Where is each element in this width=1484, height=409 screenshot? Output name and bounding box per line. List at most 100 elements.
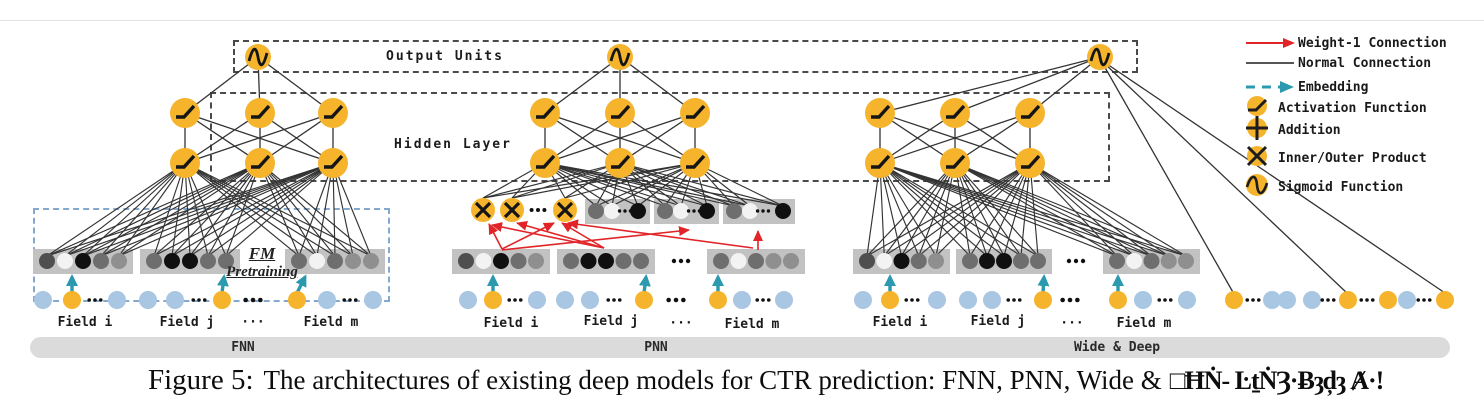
product-glyph <box>474 201 492 219</box>
input-feature-dot <box>1225 291 1243 309</box>
embedding-connection <box>1029 162 1187 257</box>
weight1-connection <box>501 226 690 251</box>
output-connection <box>257 56 334 114</box>
embedding-dot <box>475 253 492 269</box>
embedding-connection <box>954 162 1135 257</box>
activation-glyph <box>536 154 556 169</box>
weight1-connection <box>491 222 605 249</box>
activation-function-node <box>245 98 275 128</box>
embedding-connection <box>100 162 186 257</box>
embedding-connection <box>184 162 300 257</box>
activation-glyph <box>536 104 556 119</box>
embedding-arrow <box>216 274 229 294</box>
output-units-label: Output Units <box>386 49 504 64</box>
input-ellipsis <box>1157 298 1162 302</box>
input-ellipsis <box>1012 298 1016 302</box>
embedding-dot <box>1030 253 1046 269</box>
hidden-connection <box>544 112 621 164</box>
input-ellipsis <box>518 298 523 302</box>
bar-dot <box>726 203 742 219</box>
embedding-dot <box>309 253 325 269</box>
wd-field-m-label: Field m <box>1116 316 1172 331</box>
embedding-dot <box>713 253 729 269</box>
input-ellipsis <box>197 298 201 302</box>
activation-function-node <box>940 148 970 178</box>
embedding-dot <box>39 253 55 269</box>
embedding-connection <box>954 162 971 257</box>
bar-dot <box>588 203 604 219</box>
bar-ellipsis <box>617 209 622 213</box>
input-ellipsis <box>1163 298 1167 302</box>
input-feature-dot <box>1379 291 1397 309</box>
legend-label: Normal Connection <box>1298 55 1432 71</box>
embedding-connection <box>879 162 1005 257</box>
embedding-arrow <box>1037 274 1050 294</box>
bar-dot <box>673 203 689 219</box>
activation-function-node-icon <box>1244 93 1270 123</box>
embedding-connection <box>935 162 956 257</box>
activation-function-node <box>680 98 710 128</box>
architecture-diagram <box>33 44 1454 309</box>
legend-item-product: Inner/Outer Product <box>1244 145 1427 171</box>
input-feature-dot <box>709 291 727 309</box>
embedding-connection <box>482 162 696 199</box>
embedding-connection <box>118 162 334 257</box>
embedding-connection <box>918 162 1031 257</box>
legend-label: Weight-1 Connection <box>1298 35 1447 51</box>
embedding-dot <box>633 253 649 269</box>
legend-label: Activation Function <box>1278 100 1427 116</box>
weight1-connection <box>501 222 555 250</box>
embedding-connection <box>332 162 336 257</box>
model-name-band <box>30 337 1450 358</box>
input-feature-dot <box>213 291 231 309</box>
embedding-connection <box>153 162 334 257</box>
legend-item-sigmoid: Sigmoid Function <box>1244 174 1403 200</box>
input-dot <box>983 291 1001 309</box>
input-dot <box>459 291 477 309</box>
input-ellipsis <box>93 298 97 302</box>
group-ellipsis <box>1060 297 1065 303</box>
embedding-dot <box>859 253 875 269</box>
embedding-connection <box>1029 162 1170 257</box>
input-ellipsis <box>1427 298 1432 302</box>
input-ellipsis <box>513 298 517 302</box>
embedding-connection <box>954 162 1169 257</box>
fm-pretraining-label: FM Pretraining <box>212 244 312 281</box>
embedding-connection <box>64 162 261 257</box>
activation-glyph <box>946 154 966 169</box>
figure-caption: Figure 5: The architectures of existing d… <box>148 364 1384 397</box>
input-ellipsis <box>1320 298 1325 302</box>
embedding-connection <box>153 162 186 257</box>
embedding-connection <box>184 162 336 257</box>
embedding-connection <box>619 162 708 207</box>
weight1-connection-arrow-icon <box>1244 34 1296 53</box>
input-ellipsis <box>342 298 347 302</box>
embedding-connection <box>46 162 334 257</box>
embedding-connection <box>1020 162 1031 257</box>
embedding-dot <box>75 253 91 269</box>
activation-function-node <box>1015 98 1045 128</box>
input-dot <box>1303 291 1321 309</box>
embedding-dot <box>996 253 1012 269</box>
product-ellipsis <box>542 208 547 212</box>
legend-item-addition: Addition <box>1244 116 1341 143</box>
embedding-dot <box>111 253 127 269</box>
embedding-connection <box>879 162 1152 257</box>
sigmoid-function-node-icon <box>1244 172 1270 202</box>
embedding-dot <box>962 253 978 269</box>
embedding-connection <box>100 162 261 257</box>
embedding-arrow <box>295 274 307 294</box>
input-dot <box>139 291 157 309</box>
embedding-connection <box>619 162 735 207</box>
embedding-dot <box>182 253 198 269</box>
embedding-connection <box>544 162 639 207</box>
embedding-connection <box>118 162 186 257</box>
pretraining-label: Pretraining <box>226 264 298 280</box>
embedding-dot <box>1143 253 1160 269</box>
input-ellipsis <box>348 298 352 302</box>
embedding-dot <box>1013 253 1029 269</box>
input-ellipsis <box>1017 298 1022 302</box>
embedding-dot <box>458 253 474 269</box>
embedding-dot <box>979 253 995 269</box>
embedding-connection <box>935 162 1031 257</box>
